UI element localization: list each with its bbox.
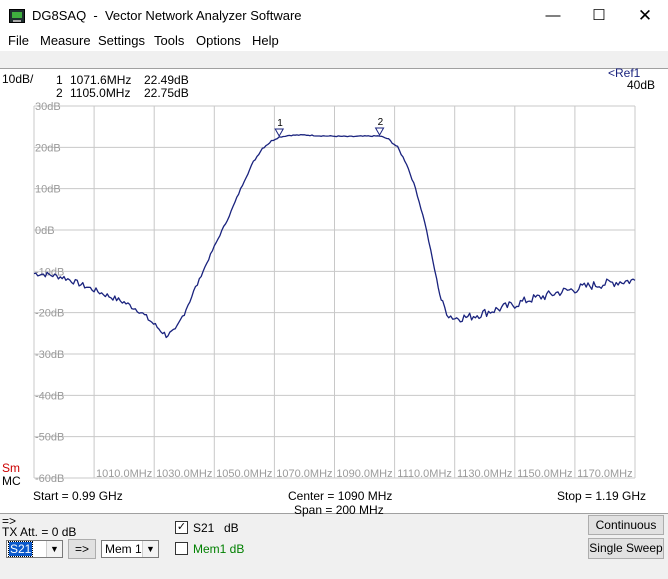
marker-triangle (374, 127, 385, 136)
minimize-button[interactable]: — (545, 7, 561, 24)
x-tick-labels: 1010.0MHz 1030.0MHz 1050.0MHz 1070.0MHz 1090… (96, 468, 633, 480)
y-tick-label: 30dB (35, 101, 61, 113)
plot-grid (33, 105, 636, 479)
marker-triangle (274, 128, 285, 138)
y-tick-label: 20dB (35, 142, 61, 154)
y-tick-label: -30dB (35, 349, 64, 361)
single-sweep-button[interactable]: Single Sweep (588, 538, 664, 559)
center-frequency: Center = 1090 MHz (288, 489, 393, 503)
maximize-button[interactable]: ☐ (592, 7, 606, 24)
marker-1-value: 22.49dB (144, 73, 189, 87)
menu-tools[interactable]: Tools (154, 33, 185, 48)
trace-select[interactable]: S21 ▼ (6, 540, 63, 558)
x-tick-label: 1130.0MHz (457, 468, 512, 480)
menu-help[interactable]: Help (252, 33, 279, 48)
app-title: Vector Network Analyzer Software (104, 8, 302, 23)
s21-checkbox[interactable]: ✓ (175, 521, 188, 534)
x-tick-label: 1150.0MHz (517, 468, 572, 480)
marker-2-value: 22.75dB (144, 86, 189, 100)
ref-label: <Ref1 (608, 66, 641, 80)
marker-2-freq: 1105.0MHz (70, 86, 131, 100)
menu-file[interactable]: File (8, 33, 29, 48)
stop-frequency: Stop = 1.19 GHz (557, 489, 647, 503)
marker-2-id: 2 (56, 86, 63, 100)
menu-settings[interactable]: Settings (98, 33, 145, 48)
window-title: DG8SAQ - Vector Network Analyzer Softwar… (32, 8, 302, 23)
y-tick-label: -50dB (35, 432, 64, 444)
close-button[interactable]: ✕ (637, 6, 653, 25)
s21-trace (33, 133, 636, 339)
span-frequency: Span = 200 MHz (294, 503, 384, 517)
s21-plot[interactable]: 30dB20dB10dB0dB-10dB-20dB-30dB-40dB-50dB… (0, 68, 668, 514)
chevron-down-icon: ▼ (46, 541, 62, 557)
menu-options[interactable]: Options (196, 33, 241, 48)
trace-select-value: S21 (7, 541, 34, 557)
s21-unit-label: dB (224, 521, 239, 535)
mem1-display-label: Mem1 dB (193, 542, 245, 556)
x-tick-label: 1170.0MHz (577, 468, 632, 480)
memory-select[interactable]: Mem 1 ▼ (101, 540, 159, 558)
y-tick-label: -40dB (35, 390, 64, 402)
memory-select-value: Mem 1 (105, 542, 142, 556)
vna-app-icon (9, 9, 25, 23)
marker-1-freq: 1071.6MHz (70, 73, 132, 87)
tx-attenuation: TX Att. = 0 dB (2, 525, 77, 539)
scale-label: 10dB/ (2, 72, 34, 86)
arrow-indicator: => (2, 514, 17, 528)
x-tick-label: 1110.0MHz (397, 468, 452, 480)
chevron-down-icon: ▼ (142, 541, 158, 557)
ref-value: 40dB (627, 78, 656, 92)
marker-flag-label: 1 (277, 118, 283, 129)
smoothing-label: Sm (2, 461, 20, 475)
marker-1-id: 1 (56, 73, 63, 87)
transfer-button[interactable]: => (68, 539, 96, 559)
y-tick-label: 10dB (35, 184, 61, 196)
x-tick-label: 1010.0MHz (96, 468, 152, 480)
app-name: DG8SAQ (32, 8, 87, 23)
marker-flag-label: 2 (378, 117, 384, 128)
y-tick-labels: 30dB20dB10dB0dB-10dB-20dB-30dB-40dB-50dB… (35, 101, 64, 485)
x-tick-label: 1050.0MHz (216, 468, 272, 480)
y-tick-label: -20dB (35, 308, 64, 320)
continuous-button[interactable]: Continuous (588, 515, 664, 535)
mc-label: MC (2, 474, 21, 488)
title-bar: DG8SAQ - Vector Network Analyzer Softwar… (0, 0, 668, 31)
x-tick-label: 1090.0MHz (336, 468, 392, 480)
mem1-checkbox[interactable] (175, 542, 188, 555)
start-frequency: Start = 0.99 GHz (33, 489, 123, 503)
x-tick-label: 1030.0MHz (156, 468, 212, 480)
s21-display-label: S21 (193, 521, 215, 535)
y-tick-label: -60dB (35, 473, 64, 485)
x-tick-label: 1070.0MHz (276, 468, 332, 480)
menu-bar: File Measure Settings Tools Options Help (0, 31, 668, 51)
y-tick-label: 0dB (35, 225, 55, 237)
menu-measure[interactable]: Measure (40, 33, 91, 48)
